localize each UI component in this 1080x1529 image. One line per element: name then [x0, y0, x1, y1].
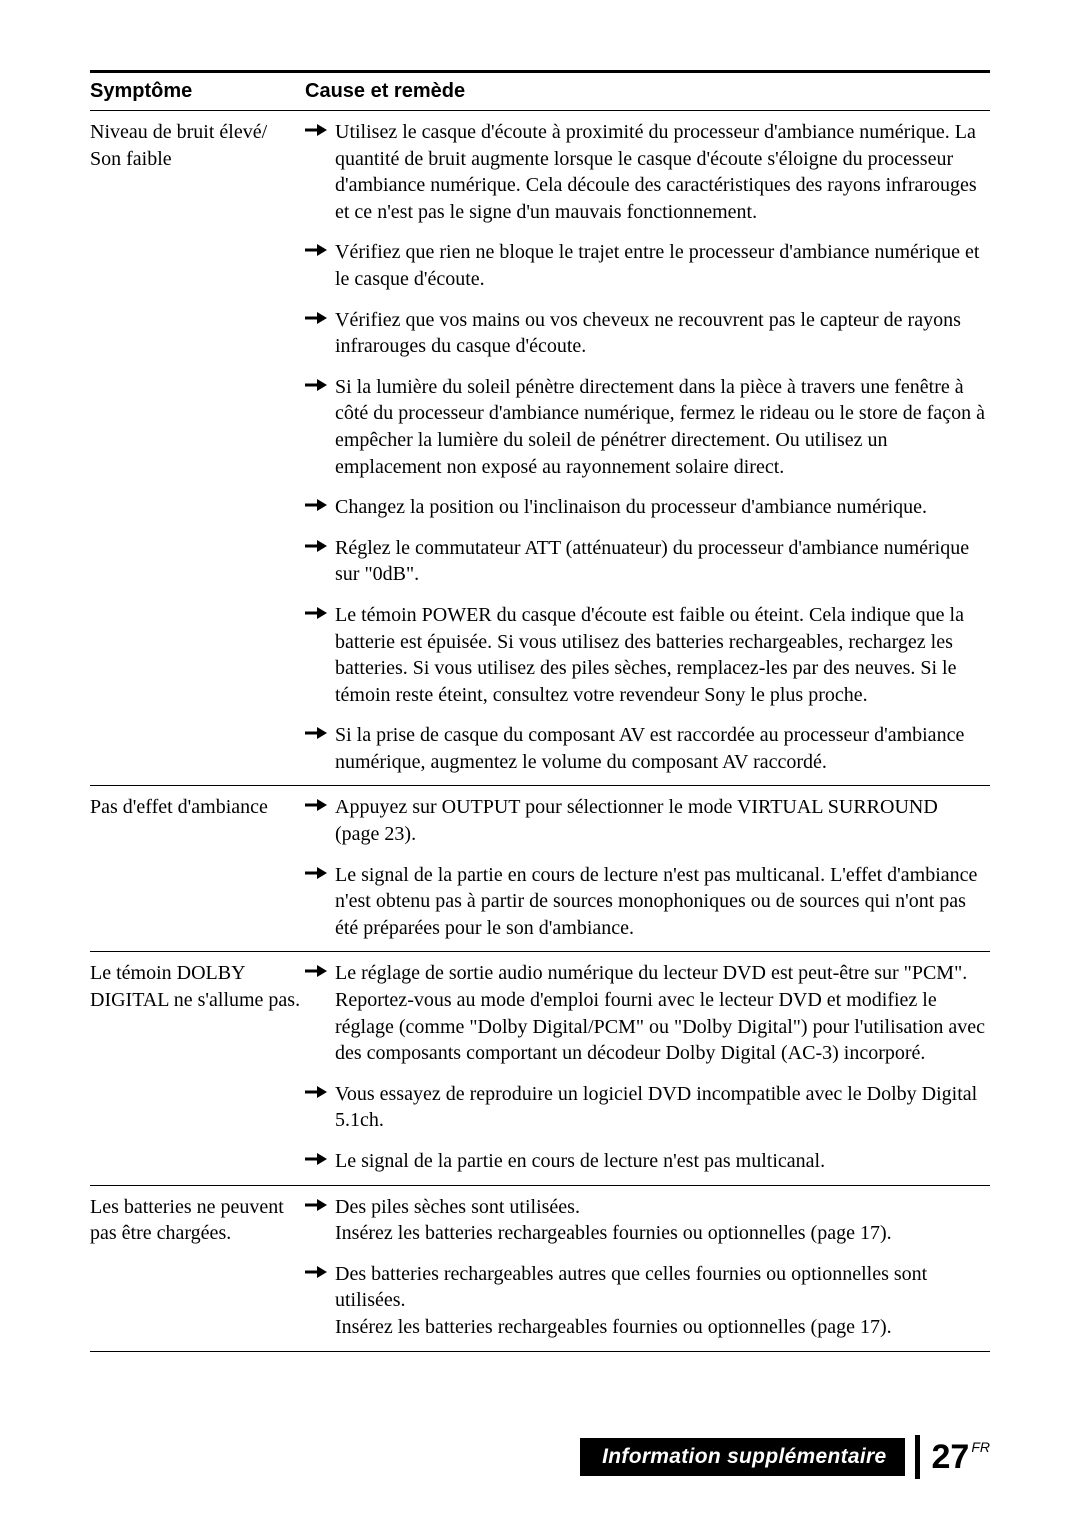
remedy-text: Vérifiez que rien ne bloque le trajet en… — [335, 239, 986, 292]
arrow-right-icon — [305, 866, 327, 880]
remedy-item: Des batteries rechargeables autres que c… — [305, 1261, 986, 1341]
arrow-right-icon — [305, 123, 327, 137]
arrow-right-icon — [305, 964, 327, 978]
remedy-text: Si la lumière du soleil pénètre directem… — [335, 374, 986, 480]
remedy-text: Vous essayez de reproduire un logiciel D… — [335, 1081, 986, 1134]
remedy-text: Utilisez le casque d'écoute à proximité … — [335, 119, 986, 225]
table-row: Niveau de bruit élevé/Son faible Utilisez… — [90, 111, 990, 786]
remedy-text: Des batteries rechargeables autres que c… — [335, 1261, 986, 1341]
remedy-text: Vérifiez que vos mains ou vos cheveux ne… — [335, 307, 986, 360]
page-language: FR — [971, 1439, 990, 1455]
remedy-text: Appuyez sur OUTPUT pour sélectionner le … — [335, 794, 986, 847]
arrow-right-icon — [305, 798, 327, 812]
remedy-text: Le signal de la partie en cours de lectu… — [335, 1148, 986, 1175]
table-row: Pas d'effet d'ambiance Appuyez sur OUTPUT… — [90, 786, 990, 952]
page-number-block: 27FR — [932, 1440, 991, 1474]
page-number: 27 — [932, 1438, 970, 1476]
arrow-right-icon — [305, 606, 327, 620]
remedy-cell: Appuyez sur OUTPUT pour sélectionner le … — [305, 786, 990, 952]
table-row: Les batteries ne peuvent pas être chargé… — [90, 1185, 990, 1351]
remedy-item: Utilisez le casque d'écoute à proximité … — [305, 119, 986, 225]
remedy-cell: Utilisez le casque d'écoute à proximité … — [305, 111, 990, 786]
troubleshooting-table: Symptôme Cause et remède Niveau de bruit… — [90, 70, 990, 1352]
arrow-right-icon — [305, 1265, 327, 1279]
arrow-right-icon — [305, 1198, 327, 1212]
page-footer: Information supplémentaire 27FR — [580, 1435, 990, 1479]
remedy-item: Le témoin POWER du casque d'écoute est f… — [305, 602, 986, 708]
symptom-cell: Niveau de bruit élevé/Son faible — [90, 111, 305, 786]
table-header-row: Symptôme Cause et remède — [90, 72, 990, 111]
remedy-item: Vérifiez que rien ne bloque le trajet en… — [305, 239, 986, 292]
remedy-item: Vérifiez que vos mains ou vos cheveux ne… — [305, 307, 986, 360]
remedy-cell: Le réglage de sortie audio numérique du … — [305, 952, 990, 1185]
table-row: Le témoin DOLBY DIGITAL ne s'allume pas.… — [90, 952, 990, 1185]
remedy-item: Appuyez sur OUTPUT pour sélectionner le … — [305, 794, 986, 847]
remedy-item: Réglez le commutateur ATT (atténuateur) … — [305, 535, 986, 588]
remedy-item: Changez la position ou l'inclinaison du … — [305, 494, 986, 521]
arrow-right-icon — [305, 243, 327, 257]
remedy-text: Si la prise de casque du composant AV es… — [335, 722, 986, 775]
remedy-item: Si la lumière du soleil pénètre directem… — [305, 374, 986, 480]
remedy-item: Le signal de la partie en cours de lectu… — [305, 1148, 986, 1175]
remedy-text: Changez la position ou l'inclinaison du … — [335, 494, 986, 521]
symptom-cell: Pas d'effet d'ambiance — [90, 786, 305, 952]
arrow-right-icon — [305, 498, 327, 512]
remedy-item: Si la prise de casque du composant AV es… — [305, 722, 986, 775]
remedy-cell: Des piles sèches sont utilisées.Insérez … — [305, 1185, 990, 1351]
remedy-text: Le réglage de sortie audio numérique du … — [335, 960, 986, 1066]
arrow-right-icon — [305, 311, 327, 325]
arrow-right-icon — [305, 378, 327, 392]
remedy-item: Le signal de la partie en cours de lectu… — [305, 862, 986, 942]
arrow-right-icon — [305, 726, 327, 740]
remedy-text: Réglez le commutateur ATT (atténuateur) … — [335, 535, 986, 588]
remedy-text: Le témoin POWER du casque d'écoute est f… — [335, 602, 986, 708]
header-symptom: Symptôme — [90, 72, 305, 111]
page: Symptôme Cause et remède Niveau de bruit… — [0, 0, 1080, 1529]
remedy-item: Le réglage de sortie audio numérique du … — [305, 960, 986, 1066]
section-label: Information supplémentaire — [580, 1438, 904, 1476]
remedy-text: Des piles sèches sont utilisées.Insérez … — [335, 1194, 986, 1247]
remedy-text: Le signal de la partie en cours de lectu… — [335, 862, 986, 942]
symptom-cell: Le témoin DOLBY DIGITAL ne s'allume pas. — [90, 952, 305, 1185]
arrow-right-icon — [305, 539, 327, 553]
arrow-right-icon — [305, 1152, 327, 1166]
remedy-item: Des piles sèches sont utilisées.Insérez … — [305, 1194, 986, 1247]
footer-separator — [915, 1435, 920, 1479]
symptom-cell: Les batteries ne peuvent pas être chargé… — [90, 1185, 305, 1351]
table-body: Niveau de bruit élevé/Son faible Utilisez… — [90, 111, 990, 1352]
header-remedy: Cause et remède — [305, 72, 990, 111]
arrow-right-icon — [305, 1085, 327, 1099]
remedy-item: Vous essayez de reproduire un logiciel D… — [305, 1081, 986, 1134]
